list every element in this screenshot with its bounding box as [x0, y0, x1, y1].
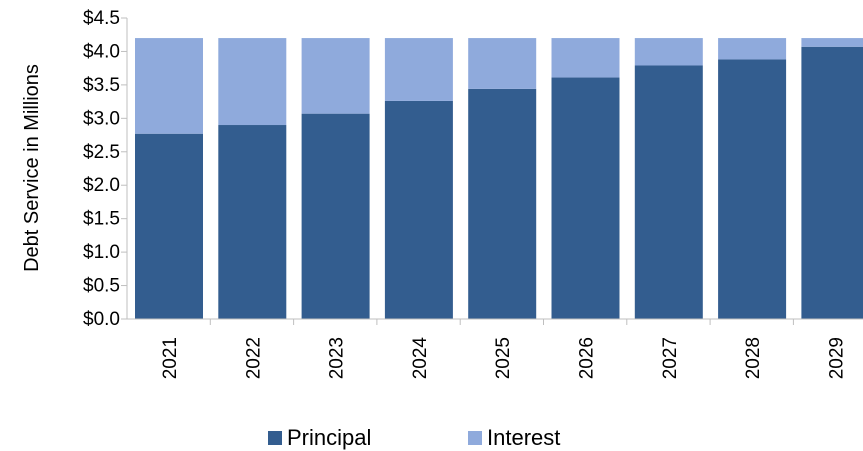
y-tick-label: $0.0 [83, 309, 120, 330]
bar-interest-2029 [801, 38, 863, 47]
x-tick-label: 2027 [660, 337, 681, 379]
y-tick-label: $0.5 [83, 276, 120, 297]
y-tick-label: $2.0 [83, 175, 120, 196]
bar-principal-2022 [218, 125, 287, 320]
legend-item-principal: Principal [268, 425, 371, 451]
legend-item-interest: Interest [468, 425, 560, 451]
y-tick-label: $3.5 [83, 75, 120, 96]
x-tick-label: 2023 [327, 337, 348, 379]
x-tick-label: 2029 [826, 337, 847, 379]
bar-interest-2028 [718, 38, 787, 60]
stacked-bar-chart: Debt Service in Millions $0.0 $0.5 $1.0 $1.… [21, 8, 863, 379]
bar-interest-2025 [468, 38, 537, 89]
y-axis-label: Debt Service in Millions [21, 64, 43, 272]
bar-principal-2021 [135, 133, 203, 319]
x-tick-label: 2021 [160, 337, 181, 379]
bar-principal-2024 [384, 100, 453, 319]
bar-principal-2027 [634, 65, 703, 319]
y-tick-label: $3.0 [83, 108, 120, 129]
bar-principal-2025 [468, 88, 537, 319]
y-tick-label: $2.5 [83, 142, 120, 163]
x-tick-label: 2024 [410, 337, 431, 380]
x-tick-label: 2022 [243, 337, 264, 379]
x-tick-label: 2028 [743, 337, 764, 379]
y-tick-label: $4.0 [83, 41, 120, 62]
bar-principal-2026 [551, 77, 620, 319]
y-tick-label: $1.0 [83, 242, 120, 263]
bar-interest-2021 [135, 38, 203, 134]
legend-swatch-principal [268, 431, 282, 445]
bar-interest-2024 [384, 38, 453, 101]
bar-principal-2023 [301, 113, 370, 319]
legend: Principal Interest [0, 425, 863, 451]
bar-interest-2027 [634, 38, 703, 66]
bar-interest-2023 [301, 38, 370, 114]
bar-interest-2022 [218, 38, 287, 126]
bar-principal-2029 [801, 46, 863, 320]
x-tick-label: 2025 [493, 337, 514, 379]
y-tick-label: $4.5 [83, 8, 120, 29]
legend-label-interest: Interest [487, 425, 561, 450]
x-tick-label: 2026 [577, 337, 598, 379]
legend-label-principal: Principal [287, 425, 372, 450]
bar-principal-2028 [718, 59, 787, 320]
bar-interest-2026 [551, 38, 620, 78]
y-tick-label: $1.5 [83, 209, 120, 230]
legend-swatch-interest [468, 431, 482, 445]
plot-area: $0.0 $0.5 $1.0 $1.5 $2.0 $2.5 $3.0 $3.5 $4.0 $4.5… [83, 8, 863, 379]
